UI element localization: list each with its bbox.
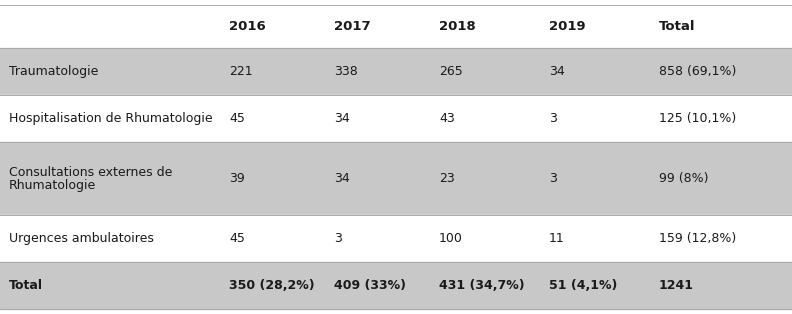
Text: Rhumatologie: Rhumatologie: [9, 178, 97, 192]
Text: 2019: 2019: [549, 20, 585, 33]
Text: Urgences ambulatoires: Urgences ambulatoires: [9, 232, 154, 245]
Text: 858 (69,1%): 858 (69,1%): [659, 65, 737, 78]
Bar: [0, 5, 792, 48]
Text: 39: 39: [229, 172, 245, 185]
Text: 23: 23: [439, 172, 455, 185]
Bar: [0, 142, 792, 215]
Text: 159 (12,8%): 159 (12,8%): [659, 232, 737, 245]
Bar: [0, 48, 792, 95]
Text: 51 (4,1%): 51 (4,1%): [549, 279, 618, 292]
Text: 3: 3: [549, 112, 557, 125]
Bar: [0, 215, 792, 262]
Text: 2016: 2016: [229, 20, 266, 33]
Text: 2018: 2018: [439, 20, 476, 33]
Text: 3: 3: [549, 172, 557, 185]
Text: 431 (34,7%): 431 (34,7%): [439, 279, 524, 292]
Text: 11: 11: [549, 232, 565, 245]
Text: 265: 265: [439, 65, 463, 78]
Text: 3: 3: [334, 232, 342, 245]
Text: 2017: 2017: [334, 20, 371, 33]
Text: 43: 43: [439, 112, 455, 125]
Text: 338: 338: [334, 65, 358, 78]
Bar: [0, 262, 792, 309]
Bar: [0, 95, 792, 142]
Text: Consultations externes de: Consultations externes de: [9, 165, 173, 178]
Text: 1241: 1241: [659, 279, 694, 292]
Text: 125 (10,1%): 125 (10,1%): [659, 112, 737, 125]
Text: 45: 45: [229, 232, 245, 245]
Text: 34: 34: [334, 112, 350, 125]
Text: 99 (8%): 99 (8%): [659, 172, 709, 185]
Text: Traumatologie: Traumatologie: [9, 65, 98, 78]
Text: 34: 34: [549, 65, 565, 78]
Text: Total: Total: [9, 279, 43, 292]
Text: Total: Total: [659, 20, 695, 33]
Text: 221: 221: [229, 65, 253, 78]
Text: 34: 34: [334, 172, 350, 185]
Text: 350 (28,2%): 350 (28,2%): [229, 279, 314, 292]
Text: Hospitalisation de Rhumatologie: Hospitalisation de Rhumatologie: [9, 112, 212, 125]
Text: 409 (33%): 409 (33%): [334, 279, 406, 292]
Text: 100: 100: [439, 232, 463, 245]
Text: 45: 45: [229, 112, 245, 125]
